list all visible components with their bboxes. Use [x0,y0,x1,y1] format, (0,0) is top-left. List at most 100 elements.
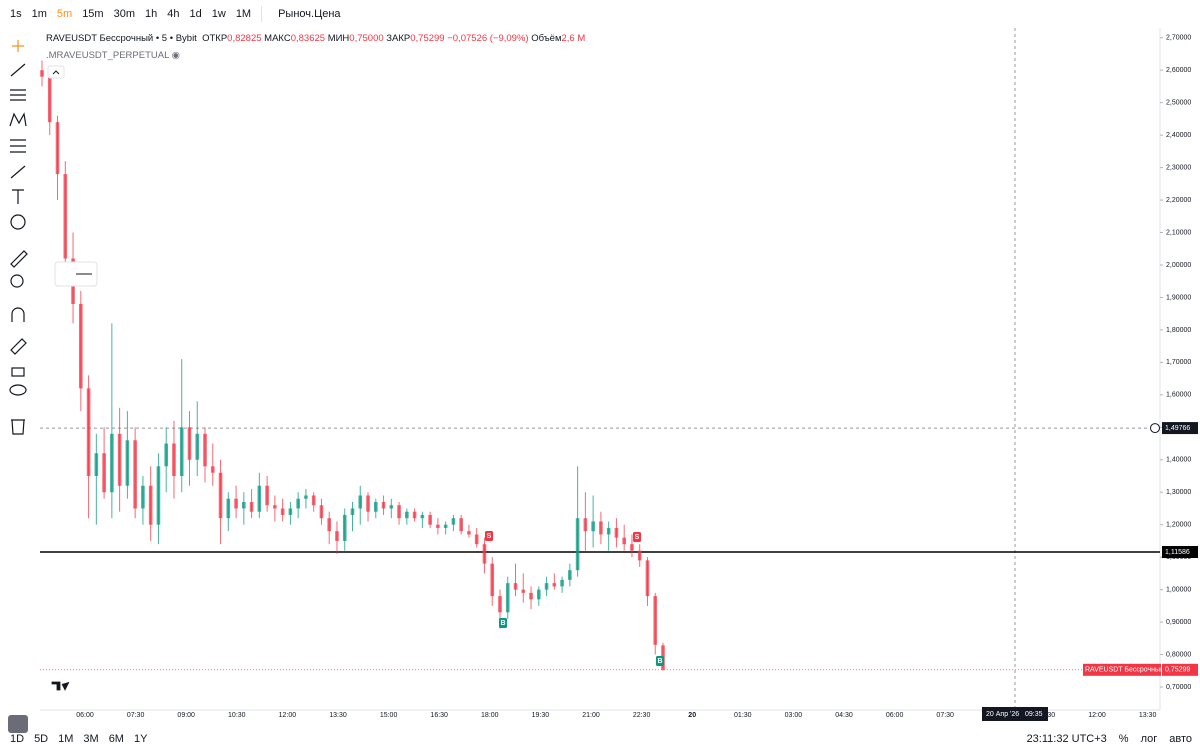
percent[interactable]: % [1118,733,1129,745]
top-toolbar: 1s 1m 5m 15m 30m 1h 4h 1d 1w 1M Рыноч.Цена [0,0,1200,28]
candle-body [86,388,91,476]
signal-label: S [487,533,492,540]
lock-tool[interactable] [11,367,25,377]
candle-body [614,527,619,538]
legend: RAVEUSDT Бессрочный • 5 • Bybit ОТКР0,82… [46,33,585,61]
candle-body [459,518,463,532]
candle-body [319,505,324,519]
x-tick-label: 10:30 [228,712,246,719]
interval[interactable]: 30m [113,8,135,20]
candle-body [622,537,626,545]
label: ЗАКР [386,33,411,44]
fib-tool[interactable] [10,139,26,153]
candle-body [645,560,650,597]
interval[interactable]: 4h [167,8,180,20]
candle-body [575,518,580,571]
interval[interactable]: 5m [56,8,73,20]
candle-body [195,433,200,460]
candle-body [226,498,231,519]
ruler-tool[interactable] [10,250,28,268]
channel-tool[interactable] [10,89,26,101]
signal-box [485,531,493,541]
x-tick-label: 12:00 [279,712,297,719]
candle-body [630,544,634,551]
x-tick-label: 19:30 [532,712,550,719]
x-tick-label: 06:00 [886,712,904,719]
signal-label: S [635,534,640,541]
level-label: 1,11586 [1165,549,1190,556]
x-tick-label: 16:30 [430,712,448,719]
signal-box [656,656,664,666]
value: 0,82825 [227,33,262,44]
y-tick-label: 2,70000 [1166,35,1191,42]
log[interactable]: лог [1140,733,1158,745]
value: 0,83625 [290,33,326,44]
interval[interactable]: 1M [235,8,252,20]
candle-body [335,531,339,541]
delete-tool[interactable] [11,419,25,435]
range[interactable]: 1Y [133,733,148,745]
auto[interactable]: авто [1169,733,1192,745]
level-box [1162,546,1198,559]
line-tool[interactable] [10,63,26,77]
interval[interactable]: 1h [145,8,158,20]
left-toolbar [9,40,28,435]
candle-body [117,433,122,486]
x-tick-label: 22:30 [633,712,651,719]
candle-body [498,596,502,613]
interval[interactable]: 1m [31,8,47,20]
candle-body [405,511,409,519]
magnet-tool[interactable] [11,307,25,322]
x-tick-label: 04:30 [835,712,853,719]
interval[interactable]: 15m [82,8,104,20]
y-tick-label: 1,60000 [1166,392,1191,399]
interval[interactable]: 1w [211,8,226,20]
candle-body [381,501,386,509]
crosshair-tool[interactable] [12,40,24,52]
candle-body [451,518,456,525]
candle-body [203,433,207,467]
last-price-label: 0,75299 [1165,667,1190,674]
signal-label: B [657,658,662,665]
candle-body [653,596,658,645]
interval[interactable]: 1d [189,8,202,20]
candle-body [257,485,262,512]
bottom-toolbar: 1D 5D 1M 3M 6M 1Y 23:11:32 UTC+3% лог авто [0,728,1200,750]
favorites-button [8,715,28,733]
candle-body [141,485,145,509]
candle-body [304,495,308,499]
y-tick-label: 1,90000 [1166,294,1191,301]
price-type[interactable]: Рыноч.Цена [278,8,341,20]
range[interactable]: 1D [10,733,25,745]
pattern-tool[interactable] [9,112,27,127]
value: 0,75000 [349,33,384,44]
emoji-tool[interactable] [10,214,26,230]
value: 0,75299 [410,33,445,44]
hide-tool[interactable] [9,384,27,396]
interval[interactable]: 1s [10,8,22,20]
candle-body [179,427,184,476]
range[interactable]: 3M [83,733,99,745]
brush-tool[interactable] [10,165,26,179]
indicator-name[interactable]: .MRAVEUSDT_PERPETUAL [46,50,169,61]
symbol: RAVEUSDT Бессрочный • 5 • Bybit [46,33,197,44]
range[interactable]: 1M [58,733,74,745]
zoom-tool[interactable] [10,274,24,288]
label: МИН [327,33,350,44]
text-tool[interactable] [12,189,24,204]
x-tick-label: 20 [688,712,696,719]
candle-body [210,466,215,473]
indicator[interactable]: .MRAVEUSDT_PERPETUAL ◉ [46,50,180,61]
crosshair-time: 09:35 [1025,711,1043,718]
candle-body [529,592,533,600]
range[interactable]: 6M [108,733,124,745]
candle-body [273,505,277,509]
candle-body [505,583,510,613]
bottom-right: 23:11:32 UTC+3% лог авто [1027,733,1192,745]
lock-draw-tool[interactable] [10,338,27,355]
x-tick-label: 07:30 [127,712,145,719]
candle-body [366,495,370,512]
range[interactable]: 5D [34,733,49,745]
